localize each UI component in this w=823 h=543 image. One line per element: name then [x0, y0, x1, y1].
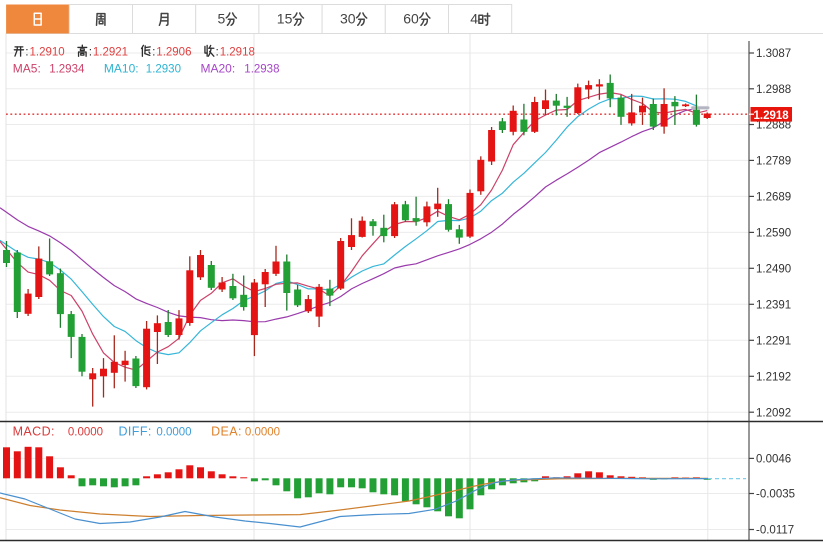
svg-text:1.2906: 1.2906 [156, 47, 191, 59]
svg-text::: : [152, 45, 155, 59]
svg-text:DIFF:: DIFF: [119, 424, 152, 438]
svg-text:0.0000: 0.0000 [68, 426, 103, 438]
svg-text:0.0000: 0.0000 [156, 426, 191, 438]
svg-text:1.2789: 1.2789 [756, 156, 791, 168]
svg-text::: : [25, 45, 28, 59]
svg-text:15: 15 [277, 10, 293, 26]
svg-text:1.2490: 1.2490 [756, 264, 791, 276]
svg-text:4: 4 [470, 10, 478, 26]
svg-text:1.2910: 1.2910 [30, 47, 65, 59]
svg-text:1.2988: 1.2988 [756, 84, 791, 96]
svg-text:1.2192: 1.2192 [756, 372, 791, 384]
svg-text:1.2291: 1.2291 [756, 336, 791, 348]
svg-text:1.2689: 1.2689 [756, 192, 791, 204]
svg-text:60: 60 [403, 10, 419, 26]
svg-text:1.2930: 1.2930 [146, 63, 181, 75]
svg-text:0.0046: 0.0046 [756, 454, 791, 466]
svg-text:5: 5 [218, 10, 226, 26]
svg-text:1.2918: 1.2918 [220, 47, 255, 59]
svg-text:1.2934: 1.2934 [49, 63, 85, 75]
svg-text:0.0000: 0.0000 [245, 426, 280, 438]
svg-text:MA5:: MA5: [13, 61, 41, 75]
svg-text:30: 30 [340, 10, 356, 26]
svg-text:-0.0117: -0.0117 [756, 525, 794, 537]
svg-text:MACD:: MACD: [13, 424, 55, 438]
svg-text:MA10:: MA10: [104, 61, 139, 75]
svg-text::: : [216, 45, 219, 59]
svg-text:1.2092: 1.2092 [756, 407, 791, 419]
svg-text:1.2921: 1.2921 [93, 47, 128, 59]
svg-text:MA20:: MA20: [201, 61, 236, 75]
svg-text:DEA:: DEA: [211, 424, 242, 438]
svg-text:1.2391: 1.2391 [756, 300, 791, 312]
svg-text::: : [89, 45, 92, 59]
svg-text:-0.0035: -0.0035 [756, 489, 795, 501]
svg-text:1.3087: 1.3087 [756, 48, 791, 60]
svg-text:1.2918: 1.2918 [754, 110, 790, 122]
svg-text:1.2888: 1.2888 [756, 120, 791, 132]
svg-text:1.2590: 1.2590 [756, 228, 791, 240]
svg-text:1.2938: 1.2938 [244, 63, 279, 75]
